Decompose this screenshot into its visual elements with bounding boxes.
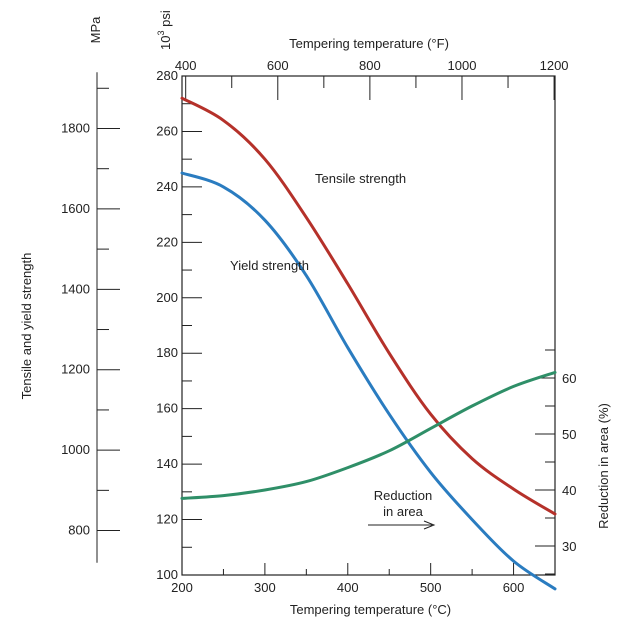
y-psi-unit-base: 10 bbox=[158, 36, 173, 50]
y-psi-tick-label: 140 bbox=[156, 456, 178, 471]
yield-strength-label: Yield strength bbox=[230, 258, 309, 273]
y-mpa-tick-label: 800 bbox=[68, 523, 90, 538]
x-bottom-tick-label: 400 bbox=[337, 580, 359, 595]
yield-strength-line bbox=[180, 171, 557, 591]
plot-frame bbox=[181, 75, 556, 576]
y-right-tick-label: 40 bbox=[562, 483, 576, 498]
y-psi-tick-label: 240 bbox=[156, 179, 178, 194]
series bbox=[180, 96, 557, 591]
y-psi-tick-label: 200 bbox=[156, 290, 178, 305]
reduction-in-area-label-line1: Reduction bbox=[374, 488, 433, 503]
axes: 200 300 400 500 600 Tempering temperature (°C… bbox=[19, 10, 611, 617]
y-psi-tick-label: 220 bbox=[156, 234, 178, 249]
y-mpa-tick-label: 1600 bbox=[61, 201, 90, 216]
tensile-strength-label: Tensile strength bbox=[315, 171, 406, 186]
x-top-tick-label: 1000 bbox=[448, 58, 477, 73]
y-mpa-unit: MPa bbox=[88, 16, 103, 44]
y-psi-tick-label: 180 bbox=[156, 345, 178, 360]
y-mpa-tick-label: 1400 bbox=[61, 281, 90, 296]
y-right-tick-label: 50 bbox=[562, 427, 576, 442]
reduction-in-area-line bbox=[180, 370, 557, 500]
labels: Tensile strength Yield strength Reductioni… bbox=[230, 171, 436, 530]
y-right-axis-label: Reduction in area (%) bbox=[596, 403, 611, 529]
y-psi-unit: 103 psi bbox=[156, 10, 173, 50]
tensile-strength-line bbox=[180, 96, 557, 516]
y-left-axis-label: Tensile and yield strength bbox=[19, 253, 34, 400]
reduction-in-area-arrow-head bbox=[423, 520, 436, 530]
x-bottom-tick-label: 500 bbox=[420, 580, 442, 595]
y-psi-tick-label: 120 bbox=[156, 512, 178, 527]
reduction-in-area-label-line2: in area bbox=[383, 504, 424, 519]
x-top-axis-label: Tempering temperature (°F) bbox=[289, 36, 449, 51]
x-bottom-tick-label: 600 bbox=[503, 580, 525, 595]
x-top-tick-label: 600 bbox=[267, 58, 289, 73]
y-mpa-tick-label: 1200 bbox=[61, 362, 90, 377]
y-mpa-tick-label: 1000 bbox=[61, 442, 90, 457]
x-top-tick-label: 1200 bbox=[540, 58, 569, 73]
y-psi-tick-label: 280 bbox=[156, 68, 178, 83]
x-bottom-tick-label: 300 bbox=[254, 580, 276, 595]
y-right-tick-label: 60 bbox=[562, 371, 576, 386]
x-bottom-tick-label: 200 bbox=[171, 580, 193, 595]
x-top-tick-label: 400 bbox=[175, 58, 197, 73]
y-right-tick-label: 30 bbox=[562, 539, 576, 554]
x-bottom-axis-label: Tempering temperature (°C) bbox=[290, 602, 451, 617]
y-psi-tick-label: 260 bbox=[156, 123, 178, 138]
y-mpa-tick-label: 1800 bbox=[61, 120, 90, 135]
y-psi-unit-exponent: 3 bbox=[156, 31, 166, 36]
x-top-tick-label: 800 bbox=[359, 58, 381, 73]
y-psi-unit-suffix: psi bbox=[158, 10, 173, 30]
plot-border bbox=[181, 75, 556, 576]
y-psi-tick-label: 100 bbox=[156, 567, 178, 582]
y-psi-tick-label: 160 bbox=[156, 401, 178, 416]
